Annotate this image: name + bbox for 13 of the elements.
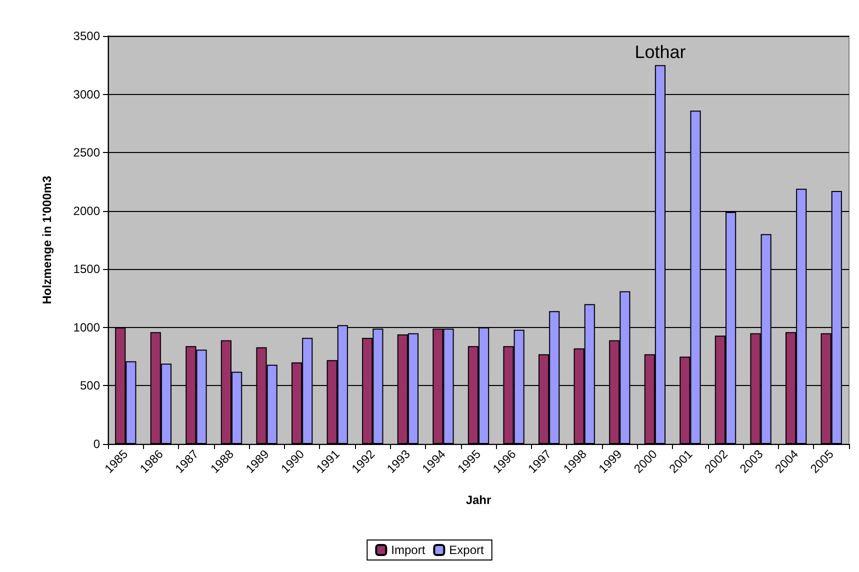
y-axis-title: Holzmenge in 1'000m3 — [40, 176, 54, 304]
y-tick-label: 3000 — [73, 87, 100, 102]
annotation: Lothar — [634, 42, 686, 62]
y-tick-label: 1000 — [73, 320, 100, 334]
y-tick-label: 1500 — [73, 262, 100, 276]
legend-label: Import — [391, 543, 426, 557]
y-tick-label: 3500 — [73, 29, 100, 43]
y-tick-label: 500 — [80, 378, 100, 393]
y-tick-label: 2500 — [73, 146, 100, 160]
legend-label: Export — [449, 543, 485, 557]
x-axis-title: Jahr — [466, 493, 492, 507]
y-tick-label: 0 — [93, 437, 100, 451]
y-tick-label: 2000 — [73, 204, 100, 218]
